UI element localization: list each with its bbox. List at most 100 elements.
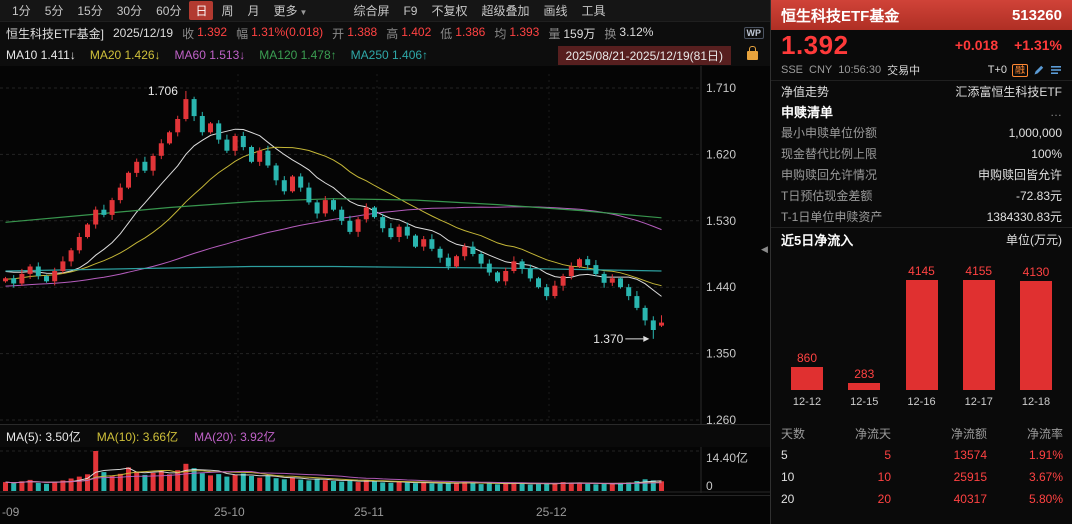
ma-value-ma60: MA60 1.513↓ bbox=[174, 48, 246, 62]
flow-date-label: 12-18 bbox=[1021, 396, 1051, 408]
tool-tools[interactable]: 工具 bbox=[581, 4, 606, 18]
period-tab-1min[interactable]: 1分 bbox=[12, 4, 31, 18]
flow-table-row: 20 20 40317 5.80% bbox=[781, 492, 1063, 506]
fund-info-value: 1,000,000 bbox=[1008, 125, 1062, 140]
x-axis-label: 25-10 bbox=[214, 505, 245, 519]
exchange-label: SSE bbox=[781, 64, 804, 76]
svg-text:1.440: 1.440 bbox=[706, 280, 736, 294]
volume-vma10: MA(10): 3.66亿 bbox=[96, 429, 179, 444]
ma-value-ma20: MA20 1.426↓ bbox=[89, 48, 161, 62]
fund-info-label: 申购赎回允许情况 bbox=[781, 168, 878, 182]
list-icon[interactable] bbox=[1050, 64, 1062, 76]
svg-text:1.530: 1.530 bbox=[706, 214, 736, 228]
fund-info-value: 100% bbox=[1031, 146, 1062, 161]
flow-date-label: 12-17 bbox=[964, 396, 993, 408]
quote-header: 恒生科技ETF基金 513260 bbox=[771, 0, 1072, 30]
collapse-panel-handle[interactable]: ◀ bbox=[761, 244, 768, 254]
tool-super-overlay[interactable]: 超级叠加 bbox=[481, 4, 530, 18]
volume-chart-svg bbox=[0, 447, 770, 493]
quote-panel: 恒生科技ETF基金 513260 1.392 +0.018 +1.31% SSE… bbox=[770, 0, 1072, 524]
fund-info-label: 最小申赎单位份额 bbox=[781, 126, 878, 140]
info-field-turnover: 换 3.12% bbox=[604, 24, 654, 41]
flow-date-label: 12-16 bbox=[907, 396, 936, 408]
period-tab-60min[interactable]: 60分 bbox=[156, 4, 182, 18]
period-tab-30min[interactable]: 30分 bbox=[116, 4, 143, 18]
period-tab-week[interactable]: 周 bbox=[221, 4, 234, 18]
pencil-icon[interactable] bbox=[1033, 64, 1045, 76]
svg-text:1.710: 1.710 bbox=[706, 81, 736, 95]
fund-info-row-min-unit: 最小申赎单位份额 1,000,000 bbox=[771, 122, 1072, 143]
tool-no-adjust[interactable]: 不复权 bbox=[431, 4, 468, 18]
x-axis-label: 25-11 bbox=[354, 505, 384, 519]
fund-info-label: T-1日单位申赎资产 bbox=[781, 210, 883, 224]
flow-bar-12-16: 4145 bbox=[900, 264, 944, 390]
info-field-volume: 量 159万 bbox=[548, 26, 596, 41]
period-tab-more[interactable]: 更多 ▼ bbox=[273, 4, 308, 18]
stock-name-label: 恒生科技ETF基金] bbox=[6, 26, 104, 41]
info-field-change: 幅 1.31%(0.018) bbox=[236, 24, 324, 41]
fund-info-row-t-cash-diff: T日预估现金差额 -72.83元 bbox=[771, 185, 1072, 206]
info-field-low: 低 1.386 bbox=[440, 24, 486, 41]
fund-info-label: 现金替代比例上限 bbox=[781, 147, 878, 161]
fund-info-row-cash-sub-cap: 现金替代比例上限 100% bbox=[771, 143, 1072, 164]
info-field-close: 收 1.392 bbox=[182, 24, 228, 41]
flow-table-header: 天数 净流天 净流额 净流率 bbox=[781, 426, 1063, 441]
more-ellipsis-icon[interactable]: … bbox=[1050, 104, 1062, 119]
nav-trend-row[interactable]: 净值走势 汇添富恒生科技ETF bbox=[771, 80, 1072, 101]
svg-text:1.370: 1.370 bbox=[593, 332, 623, 346]
period-tab-15min[interactable]: 15分 bbox=[77, 4, 103, 18]
period-tab-month[interactable]: 月 bbox=[247, 4, 260, 18]
volume-ma-values: MA(5): 3.50亿 MA(10): 3.66亿 MA(20): 3.92亿 bbox=[6, 428, 275, 445]
kline-chart-svg: 1.710 1.620 1.530 1.440 1.350 1.260 1.706 1.370 bbox=[0, 66, 736, 427]
info-field-high: 高 1.402 bbox=[386, 24, 432, 41]
info-fields: 收 1.392 幅 1.31%(0.018) 开 1.388 高 1.402 低 1.386 均 1.… bbox=[182, 25, 653, 42]
x-axis-label: -09 bbox=[2, 505, 20, 519]
currency-label: CNY bbox=[809, 64, 833, 76]
date-range-box[interactable]: 2025/08/21-2025/12/19(81日) bbox=[557, 45, 731, 65]
flow-bar-12-17: 4155 bbox=[957, 264, 1001, 390]
svg-text:1.620: 1.620 bbox=[706, 147, 736, 161]
info-bar: 恒生科技ETF基金] 2025/12/19 收 1.392 幅 1.31%(0.018… bbox=[0, 22, 770, 44]
wp-badge[interactable]: WP bbox=[743, 27, 764, 39]
flow-bar-12-12: 860 bbox=[785, 351, 829, 390]
ma-value-ma10: MA10 1.411↓ bbox=[6, 48, 76, 62]
svg-text:1.350: 1.350 bbox=[706, 347, 736, 361]
flow-bar-chart: 860 283 4145 4155 4130 12-12 12-15 12-16 12-17 1… bbox=[771, 250, 1072, 414]
lock-icon[interactable] bbox=[747, 45, 758, 60]
flow-table-row: 10 10 25915 3.67% bbox=[781, 470, 1063, 484]
x-axis: -09 25-10 25-11 25-12 bbox=[0, 495, 770, 524]
toolbar: 1分 5分 15分 30分 60分日周月更多 ▼ 综合屏 F9 不复权 超级叠加 画线 工具 bbox=[0, 0, 770, 22]
status-row: SSE CNY 10:56:30 交易中 T+0 融 bbox=[771, 60, 1072, 80]
volume-chart-area[interactable]: 14.40亿 0 bbox=[0, 447, 770, 493]
nav-trend-value: 汇添富恒生科技ETF bbox=[955, 84, 1062, 99]
tool-draw-line[interactable]: 画线 bbox=[543, 4, 568, 18]
flow-table-row: 5 5 13574 1.91% bbox=[781, 448, 1063, 462]
fund-info-rows: 最小申赎单位份额 1,000,000 现金替代比例上限 100% 申购赎回允许情况 申购赎… bbox=[771, 122, 1072, 227]
info-field-open: 开 1.388 bbox=[332, 24, 378, 41]
period-tab-day[interactable]: 日 bbox=[189, 1, 214, 20]
tool-composite-screen[interactable]: 综合屏 bbox=[353, 4, 390, 18]
redemption-list-title: 申赎清单 bbox=[781, 105, 834, 120]
ma-value-ma250: MA250 1.406↑ bbox=[350, 48, 429, 62]
volume-max-label: 14.40亿 bbox=[706, 451, 749, 465]
flow-unit: 单位(万元) bbox=[1006, 232, 1062, 247]
fund-info-label: T日预估现金差额 bbox=[781, 189, 873, 203]
ma-value-ma120: MA120 1.478↑ bbox=[259, 48, 337, 62]
tool-f9[interactable]: F9 bbox=[403, 3, 418, 18]
redemption-list-row[interactable]: 申赎清单 … bbox=[771, 101, 1072, 122]
ma-indicator-bar: MA10 1.411↓ MA20 1.426↓ MA60 1.513↓ MA120 1… bbox=[0, 44, 770, 66]
volume-vma5: MA(5): 3.50亿 bbox=[6, 429, 81, 444]
period-tab-5min[interactable]: 5分 bbox=[44, 4, 64, 18]
fund-name: 恒生科技ETF基金 bbox=[781, 7, 900, 25]
ma-values: MA10 1.411↓ MA20 1.426↓ MA60 1.513↓ MA120 1… bbox=[6, 48, 428, 62]
fund-info-value: 申购赎回皆允许 bbox=[977, 168, 1062, 182]
trade-mode-badge: T+0 bbox=[987, 64, 1007, 76]
volume-vma20: MA(20): 3.92亿 bbox=[194, 429, 276, 444]
kline-chart-area[interactable]: 1.710 1.620 1.530 1.440 1.350 1.260 1.706 1.370 bbox=[0, 66, 770, 427]
flow-bar-12-15: 283 bbox=[842, 367, 886, 390]
flow-bar-12-18: 4130 bbox=[1014, 265, 1058, 390]
price-row: 1.392 +0.018 +1.31% bbox=[771, 30, 1072, 60]
info-date: 2025/12/19 bbox=[113, 26, 174, 40]
volume-indicator-bar: MA(5): 3.50亿 MA(10): 3.66亿 MA(20): 3.92亿 bbox=[0, 424, 770, 447]
